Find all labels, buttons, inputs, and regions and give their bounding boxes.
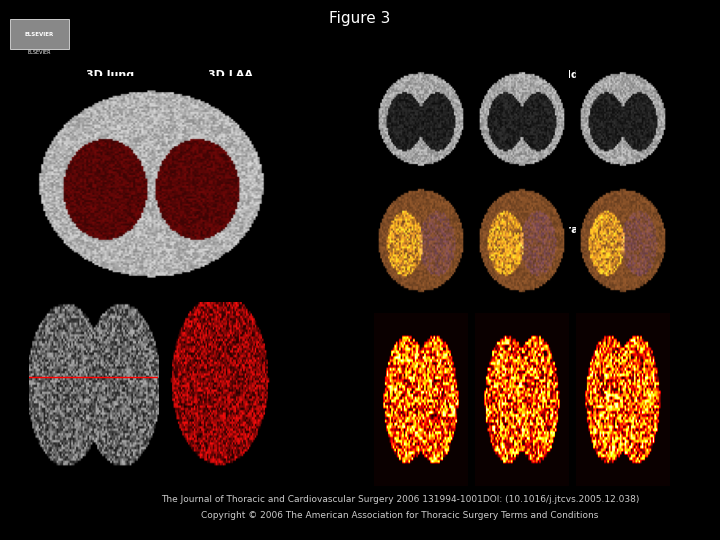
Text: The Journal of Thoracic and Cardiovascular Surgery 2006 131994-1001DOI: (10.1016: The Journal of Thoracic and Cardiovascul… <box>161 496 639 504</box>
Text: Copyright © 2006 The American Association for Thoracic Surgery Terms and Conditi: Copyright © 2006 The American Associatio… <box>202 510 599 519</box>
Text: Figure 3: Figure 3 <box>329 10 391 25</box>
Text: Density-masked CT: Density-masked CT <box>120 260 240 270</box>
Text: ELSEVIER: ELSEVIER <box>25 31 54 37</box>
Text: ELSEVIER: ELSEVIER <box>28 50 51 55</box>
Text: SPET/CT integrated image: SPET/CT integrated image <box>478 225 642 235</box>
Text: CT: CT <box>552 365 568 375</box>
Text: 3D lung: 3D lung <box>86 70 134 80</box>
Bar <box>11 19 69 49</box>
Text: Breath-hold SPET: Breath-hold SPET <box>505 70 615 80</box>
Text: 3D LAA: 3D LAA <box>207 70 253 80</box>
